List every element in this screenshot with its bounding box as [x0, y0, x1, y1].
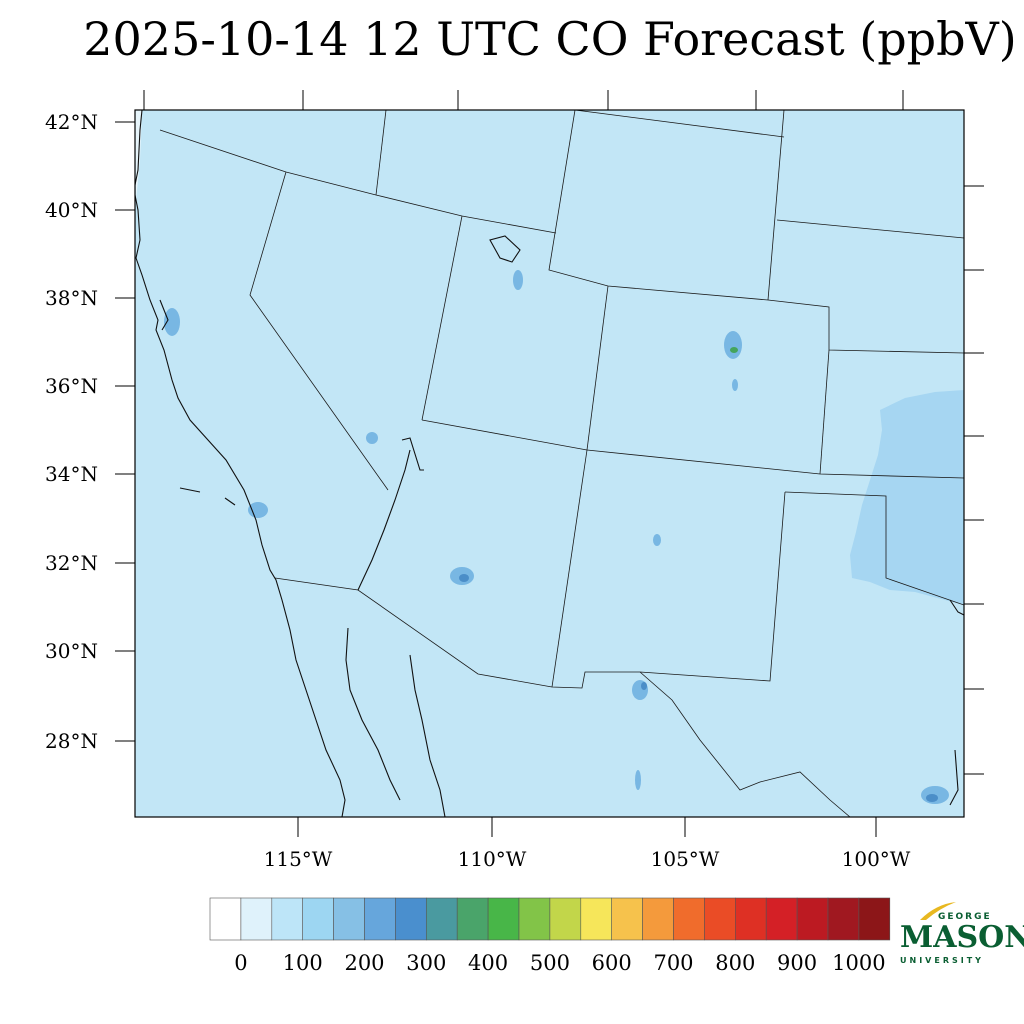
- lat-label-30: 30°N: [45, 639, 98, 663]
- colorbar-label: 1000: [832, 951, 885, 975]
- lake-mead: [401, 437, 424, 471]
- denver-hotspot: [724, 331, 742, 359]
- gulf-coast: [949, 599, 964, 806]
- gmu-logo: GEORGE MASON UNIVERSITY: [898, 898, 1024, 970]
- colorbar-label: 600: [592, 951, 632, 975]
- colorbar-swatch: [209, 897, 242, 941]
- houston-hotspot-core: [926, 794, 938, 802]
- colorbar-label: 200: [344, 951, 384, 975]
- colorbar-swatch: [333, 897, 365, 941]
- latitude-labels: 42°N 40°N 38°N 36°N 34°N 32°N 30°N 28°N: [45, 110, 98, 753]
- border-id-nv: [375, 110, 387, 196]
- lat-label-38: 38°N: [45, 286, 98, 310]
- border-ne-sd: [776, 219, 964, 239]
- el-paso-hotspot-core: [641, 682, 647, 690]
- bay-area-hotspot: [164, 308, 180, 336]
- lon-label-110: 110°W: [458, 847, 527, 871]
- colorbar-swatch: [456, 897, 489, 941]
- elevated-co-region-east: [850, 390, 964, 605]
- border-wy-ne: [767, 110, 785, 301]
- gulf-california-baja: [345, 627, 401, 801]
- small-hotspot: [635, 770, 641, 790]
- colorbar-label: 400: [468, 951, 508, 975]
- phoenix-hotspot-core: [459, 574, 469, 582]
- los-angeles-hotspot: [248, 502, 268, 518]
- lon-label-100: 100°W: [842, 847, 911, 871]
- colorbar-label: 300: [406, 951, 446, 975]
- colorbar-label: 100: [283, 951, 323, 975]
- border-ut-co: [586, 285, 609, 451]
- colorbar-swatch: [673, 897, 705, 941]
- colorbar-swatch: [734, 897, 767, 941]
- colorbar-swatch: [364, 897, 396, 941]
- colorbar-swatch: [271, 897, 303, 941]
- border-tx-ok: [784, 491, 964, 606]
- colorbar-swatch: [858, 897, 891, 941]
- sf-bay: [159, 299, 169, 331]
- border-ks-co: [819, 349, 830, 475]
- salt-lake-hotspot: [513, 270, 523, 290]
- lat-label-42: 42°N: [45, 110, 98, 134]
- colorbar-swatch: [240, 897, 273, 941]
- gulf-california-east: [357, 449, 411, 591]
- border-wy-mt: [574, 110, 785, 138]
- colorbar-swatch: [827, 897, 860, 941]
- colorbar-swatch: [518, 897, 551, 941]
- lat-label-34: 34°N: [45, 462, 98, 486]
- colorbar-label: 900: [777, 951, 817, 975]
- longitude-labels: 115°W 110°W 105°W 100°W: [264, 847, 911, 871]
- border-az-nm: [551, 449, 588, 688]
- colorbar-label: 700: [653, 951, 693, 975]
- colorbar-swatch: [796, 897, 829, 941]
- border-nm-tx: [639, 491, 786, 682]
- elevated-co-patch: [895, 510, 945, 539]
- colorbar-label: 500: [530, 951, 570, 975]
- colorbar-swatch: [395, 897, 427, 941]
- map-frame: [134, 109, 965, 818]
- page-title: 2025-10-14 12 UTC CO Forecast (ppbV): [83, 12, 1017, 66]
- colorbar-swatch: [302, 897, 334, 941]
- denver-hotspot-core: [730, 347, 738, 353]
- state-borders: [159, 110, 964, 817]
- pacific-coastline: [135, 110, 346, 817]
- border-rio-grande: [639, 671, 851, 817]
- logo-main-text: MASON: [900, 920, 1024, 955]
- map-layers: [135, 110, 964, 817]
- logo-bottom-text: UNIVERSITY: [900, 956, 984, 965]
- border-ca-nv: [249, 171, 389, 491]
- lon-label-115: 115°W: [264, 847, 333, 871]
- colorado-springs-hotspot: [732, 379, 738, 391]
- colorbar: [209, 897, 891, 941]
- mainland-mexico-coast: [409, 654, 446, 817]
- colorbar-swatch: [425, 897, 458, 941]
- colorbar-labels: 0 100 200 300 400 500 600 700 800 900 1000: [234, 951, 885, 975]
- colorbar-swatch: [642, 897, 674, 941]
- colorbar-label: 0: [234, 951, 247, 975]
- lat-label-28: 28°N: [45, 729, 98, 753]
- colorbar-swatch: [549, 897, 582, 941]
- albuquerque-hotspot: [653, 534, 661, 546]
- colorbar-label: 800: [715, 951, 755, 975]
- lat-label-32: 32°N: [45, 551, 98, 575]
- map-ticks: [115, 90, 984, 837]
- lat-label-36: 36°N: [45, 374, 98, 398]
- colorbar-swatch: [765, 897, 798, 941]
- border-az-ut-nm-co: [421, 419, 964, 479]
- lat-label-40: 40°N: [45, 198, 98, 222]
- great-salt-lake: [489, 235, 521, 263]
- border-nv-ut: [421, 215, 463, 421]
- coastlines: [135, 110, 964, 817]
- colorbar-swatch: [487, 897, 520, 941]
- logo-swoosh-icon: [920, 902, 956, 920]
- colorbar-swatch: [704, 897, 736, 941]
- las-vegas-hotspot: [366, 432, 378, 444]
- map-background: [135, 110, 964, 817]
- colorbar-swatch: [611, 897, 643, 941]
- colorbar-swatch: [580, 897, 612, 941]
- channel-islands: [179, 487, 236, 506]
- lon-label-105: 105°W: [651, 847, 720, 871]
- logo-top-text: GEORGE: [938, 912, 992, 922]
